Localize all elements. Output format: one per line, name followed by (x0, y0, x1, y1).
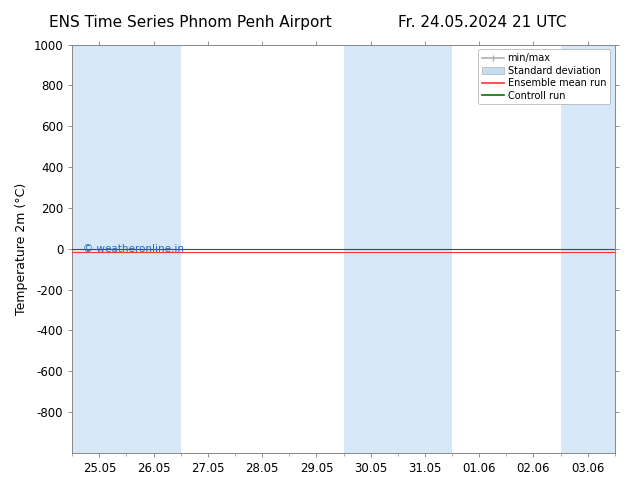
Bar (344, 45, 398, 453)
Y-axis label: Temperature 2m (°C): Temperature 2m (°C) (15, 183, 28, 315)
Bar (560, 45, 615, 453)
Bar (398, 45, 452, 453)
Text: Fr. 24.05.2024 21 UTC: Fr. 24.05.2024 21 UTC (398, 15, 566, 30)
Legend: min/max, Standard deviation, Ensemble mean run, Controll run: min/max, Standard deviation, Ensemble me… (479, 49, 610, 104)
Bar (126, 45, 181, 453)
Text: © weatheronline.in: © weatheronline.in (83, 244, 184, 254)
Text: ENS Time Series Phnom Penh Airport: ENS Time Series Phnom Penh Airport (49, 15, 332, 30)
Bar (72, 45, 126, 453)
